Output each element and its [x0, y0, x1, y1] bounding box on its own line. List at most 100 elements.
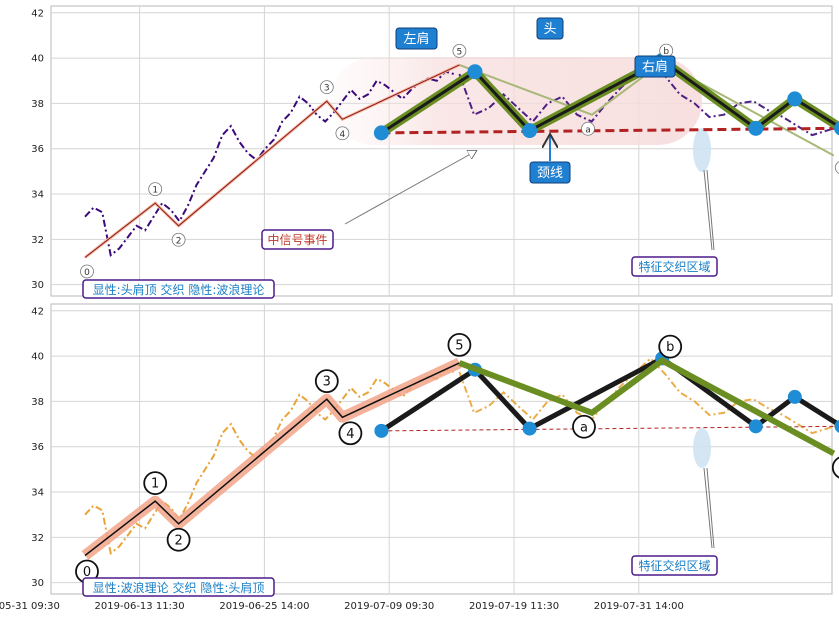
feature-zone-label-top: 特征交织区域 — [638, 259, 710, 274]
wave-label-text: b — [663, 47, 669, 57]
y-tick-label: 40 — [31, 54, 44, 65]
x-tick-label: 2019-07-19 11:30 — [469, 601, 559, 612]
wave-label-text: b — [666, 340, 674, 355]
x-tick-label: 2019-07-09 09:30 — [344, 601, 434, 612]
bottom-wave-lines — [81, 357, 836, 560]
top-wave-labels: 012345abc — [80, 43, 839, 279]
wave-label-text: 0 — [84, 268, 90, 278]
feature-zone-label-bottom: 特征交织区域 — [638, 558, 710, 573]
wave-label-circle — [166, 527, 191, 552]
wave-label-circle — [572, 414, 596, 439]
caption-tag-top: 显性:头肩顶 交织 隐性:波浪理论 — [82, 279, 275, 299]
hs-point-marker — [467, 64, 483, 80]
wave-label-text: 2 — [174, 533, 182, 548]
wave-label-text: 0 — [83, 565, 91, 580]
y-tick-label: 36 — [31, 442, 44, 453]
x-tick-label: 2019-06-13 11:30 — [95, 601, 185, 612]
x-tick-label: 2019-06-25 14:00 — [219, 601, 309, 612]
wave-label-text: 1 — [151, 477, 159, 492]
wave-label-text: 5 — [455, 338, 463, 353]
wave-label-text: 5 — [457, 47, 463, 57]
hs-point-marker — [522, 421, 537, 436]
x-axis-ticks: 2019-05-31 09:30 2019-06-13 11:30 2019-06-… — [0, 601, 684, 612]
hs-point-marker — [748, 419, 763, 434]
bottom-grid — [51, 304, 832, 594]
left-shoulder-label: 左肩 — [403, 31, 429, 47]
y-tick-label: 42 — [31, 306, 44, 317]
wave-label-text: 4 — [346, 427, 354, 442]
y-tick-label: 40 — [31, 352, 44, 363]
caption-bottom: 显性:波浪理论 交织 隐性:头肩顶 — [93, 580, 265, 595]
caption-top: 显性:头肩顶 交织 隐性:波浪理论 — [93, 282, 265, 297]
neckline-line — [381, 126, 839, 135]
bottom-plot-frame — [50, 303, 833, 595]
wave-label-circle — [338, 421, 363, 446]
head-band — [330, 57, 702, 145]
price-line — [458, 356, 839, 435]
y-tick-label: 42 — [31, 8, 44, 19]
wave-label-circle — [658, 334, 683, 359]
wave-label-text: 2 — [176, 236, 182, 246]
wave-label-circle — [452, 44, 467, 58]
y-tick-label: 38 — [31, 99, 44, 110]
top-plot-frame — [50, 5, 833, 297]
wave-label-circle — [143, 471, 168, 496]
wave-label-circle — [148, 182, 163, 197]
y-tick-label: 30 — [31, 280, 44, 291]
wave-label-circle — [447, 333, 472, 357]
x-tick-label: 2019-07-31 14:00 — [594, 601, 684, 612]
top-y-ticks: 30 32 34 36 38 40 42 — [31, 8, 44, 291]
price-line — [84, 70, 455, 257]
hs-point-marker — [834, 121, 839, 136]
wave-label-text: 1 — [152, 186, 158, 196]
y-tick-label: 32 — [31, 533, 44, 544]
wave-label-circle — [834, 161, 839, 174]
feature-zone-tag-top: 特征交织区域 — [631, 169, 718, 277]
neckline-tag: 颈线 — [529, 136, 571, 184]
wave-abc-line — [459, 61, 835, 157]
y-tick-label: 32 — [31, 235, 44, 246]
right-shoulder-label: 右肩 — [642, 59, 668, 75]
caption-tag-bottom: 显性:波浪理论 交织 隐性:头肩顶 — [82, 577, 275, 597]
bottom-wave-labels: 012345abc — [75, 333, 839, 584]
y-tick-label: 34 — [31, 488, 44, 499]
wave-label-text: 4 — [340, 130, 346, 140]
left-shoulder-tag: 左肩 — [395, 27, 438, 50]
wave-label-circle — [171, 232, 186, 247]
hs-point-marker — [748, 120, 764, 136]
wave-line — [84, 64, 460, 258]
feature-zone-shape-bottom — [693, 428, 711, 468]
neckline-label: 颈线 — [537, 166, 563, 181]
y-tick-label: 34 — [31, 190, 44, 201]
hs-point-marker — [787, 91, 803, 107]
wave-label-text: 3 — [323, 375, 331, 390]
feature-zone-tag-bottom: 特征交织区域 — [631, 467, 718, 576]
mid-signal-label: 中信号事件 — [267, 232, 327, 247]
wave-label-circle — [80, 264, 94, 279]
wave-label-text: 3 — [324, 84, 330, 94]
wave-abc-line — [458, 357, 836, 457]
hs-point-marker — [522, 123, 538, 139]
x-tick-label: 2019-05-31 09:30 — [0, 601, 60, 612]
hs-point-marker — [787, 389, 802, 404]
hs-point-marker — [834, 419, 839, 433]
hs-point-marker — [374, 423, 389, 438]
hs-point-marker — [373, 125, 389, 141]
wave-label-circle — [831, 456, 839, 479]
y-tick-label: 38 — [31, 397, 44, 408]
bottom-y-ticks: 30 32 34 36 38 40 42 — [31, 306, 44, 589]
y-tick-label: 36 — [31, 144, 44, 155]
wave-label-circle — [335, 126, 350, 141]
wave-label-circle — [581, 121, 595, 136]
mid-signal-tag: 中信号事件 — [261, 151, 476, 250]
wave-label-text: a — [585, 125, 591, 135]
wave-label-circle — [319, 80, 334, 95]
head-label: 头 — [543, 22, 556, 37]
right-shoulder-tag: 右肩 — [634, 55, 676, 78]
y-tick-label: 30 — [31, 578, 44, 589]
wave-line — [84, 362, 460, 557]
head-tag: 头 — [536, 17, 564, 40]
